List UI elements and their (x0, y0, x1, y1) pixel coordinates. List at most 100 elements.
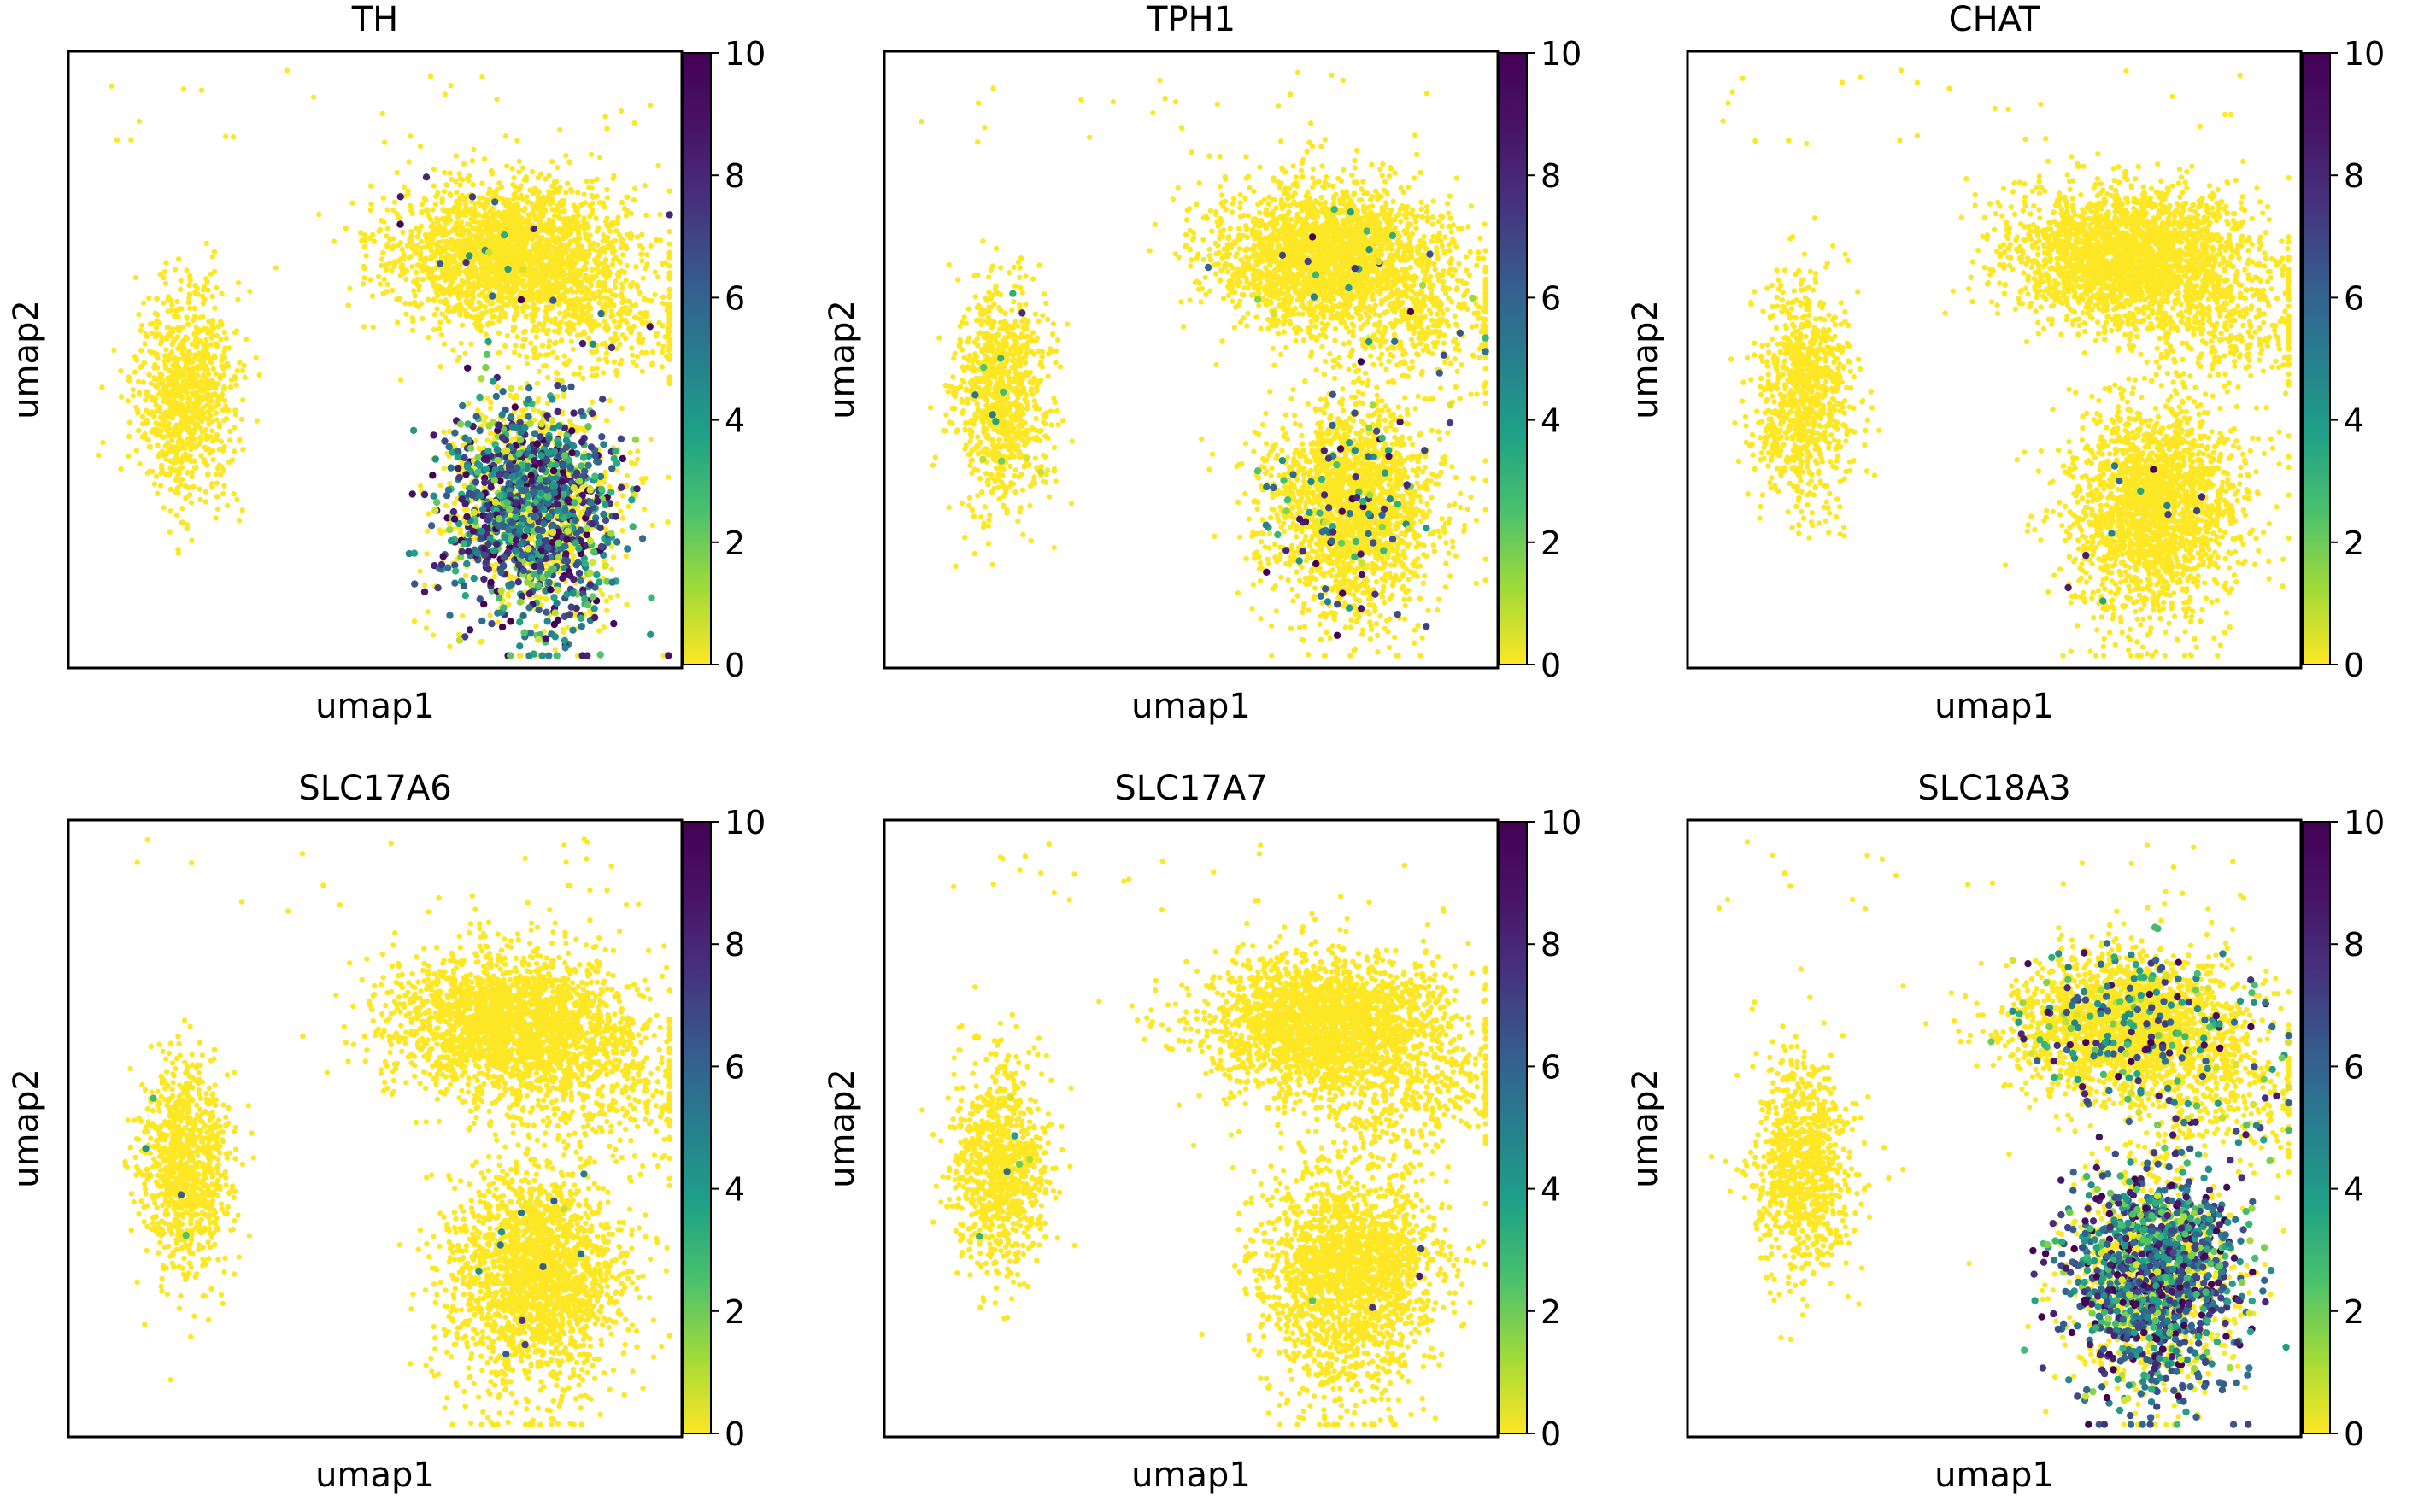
zero-point (496, 245, 502, 251)
zero-point (538, 236, 544, 242)
zero-point (513, 343, 519, 349)
zero-point (152, 363, 158, 369)
zero-point (425, 208, 431, 214)
zero-point (474, 325, 480, 331)
zero-point (205, 408, 212, 414)
zero-point (472, 438, 479, 444)
zero-point (647, 103, 654, 108)
zero-point (537, 595, 543, 601)
zero-point (214, 417, 220, 423)
zero-point (206, 446, 213, 453)
zero-point (513, 306, 519, 313)
zero-point (430, 207, 436, 213)
zero-point (161, 300, 167, 306)
zero-point (144, 470, 151, 476)
zero-point (394, 319, 401, 325)
zero-point (497, 288, 503, 295)
zero-point (542, 318, 549, 324)
zero-point (481, 269, 488, 275)
zero-point (368, 183, 374, 189)
expressed-point (628, 496, 636, 504)
zero-point (465, 273, 472, 280)
zero-point (514, 138, 520, 144)
zero-point (221, 483, 227, 489)
zero-point (535, 175, 541, 181)
zero-point (479, 638, 485, 645)
zero-point (532, 247, 539, 253)
zero-point (394, 169, 400, 176)
zero-point (147, 444, 154, 450)
zero-point (164, 383, 170, 389)
expressed-point (491, 198, 499, 206)
zero-point (536, 396, 542, 401)
zero-point (528, 248, 534, 254)
zero-point (609, 312, 616, 319)
zero-point (483, 331, 489, 337)
zero-point (568, 286, 574, 292)
zero-point (162, 280, 169, 286)
zero-point (439, 311, 445, 317)
zero-point (232, 412, 239, 418)
zero-point (643, 212, 649, 218)
zero-point (554, 355, 560, 361)
zero-point (451, 306, 457, 312)
zero-point (631, 185, 638, 191)
zero-point (448, 192, 454, 198)
zero-point (510, 328, 516, 334)
zero-point (657, 237, 664, 243)
zero-point (205, 354, 212, 360)
zero-point (602, 304, 607, 311)
zero-point (163, 347, 169, 353)
zero-point (376, 228, 382, 234)
zero-point (423, 625, 430, 631)
zero-point (484, 437, 490, 443)
zero-point (396, 214, 402, 220)
zero-point (618, 290, 625, 297)
zero-point (480, 289, 486, 295)
zero-point (555, 267, 561, 273)
zero-point (608, 308, 614, 314)
zero-point (186, 273, 193, 279)
expressed-point (646, 323, 654, 331)
zero-point (420, 315, 426, 322)
zero-point (602, 279, 607, 286)
zero-point (483, 196, 490, 203)
zero-point (214, 494, 220, 500)
zero-point (178, 286, 184, 293)
zero-point (204, 279, 210, 285)
zero-point (633, 362, 640, 369)
zero-point (411, 618, 418, 624)
zero-point (169, 349, 175, 355)
zero-point (585, 335, 592, 341)
zero-point (357, 230, 364, 236)
zero-point (594, 266, 600, 272)
zero-point (199, 429, 205, 435)
zero-point (404, 243, 411, 249)
zero-point (179, 477, 185, 483)
zero-point (179, 465, 185, 471)
zero-point (546, 338, 553, 344)
zero-point (637, 310, 643, 316)
zero-point (480, 221, 486, 228)
zero-point (625, 503, 631, 509)
zero-point (168, 413, 175, 419)
zero-point (222, 403, 229, 409)
zero-point (181, 388, 187, 394)
zero-point (618, 108, 625, 114)
zero-point (495, 384, 501, 390)
zero-point (191, 408, 197, 414)
zero-point (631, 314, 638, 320)
zero-point (434, 275, 440, 282)
zero-point (384, 233, 390, 239)
expressed-point (478, 375, 485, 383)
zero-point (452, 252, 458, 258)
zero-point (363, 253, 369, 259)
zero-point (574, 332, 581, 338)
zero-point (481, 156, 488, 162)
zero-point (132, 274, 138, 281)
expressed-point (508, 413, 515, 421)
zero-point (495, 220, 501, 226)
zero-point (546, 189, 552, 195)
zero-point (591, 246, 597, 253)
zero-point (561, 225, 568, 231)
